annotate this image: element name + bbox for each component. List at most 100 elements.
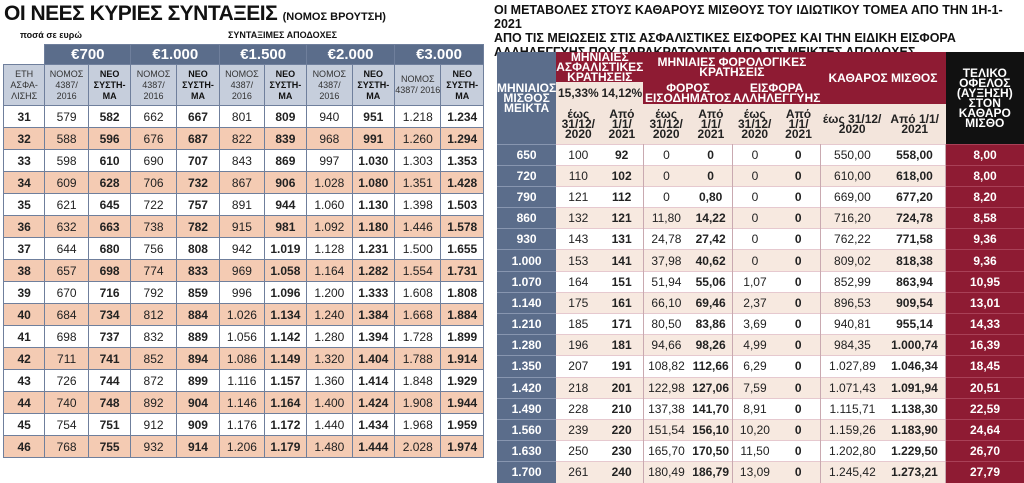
net-old-cell: 940,81 <box>820 312 884 335</box>
new-system-cell: 716 <box>87 281 132 304</box>
insurance-new-cell: 102 <box>600 164 644 187</box>
net-new-cell: 1.091,94 <box>883 376 947 399</box>
tax-new-cell: 0 <box>689 164 734 187</box>
gain-cell: 10,95 <box>945 270 1024 293</box>
insurance-new-cell: 191 <box>600 355 644 378</box>
salary-row: 1.210 185 171 80,50 83,86 3,69 0 940,81 955,14 14… <box>497 312 1024 335</box>
pension-row: 46 768 755 932 914 1.206 1.179 1.480 1.444 2.028 1… <box>2 435 484 458</box>
pension-row: 43 726 744 872 899 1.116 1.157 1.360 1.414 1.848 1… <box>2 369 484 392</box>
insurance-old-cell: 132 <box>556 207 601 229</box>
net-old-cell: 1.245,42 <box>820 461 884 483</box>
new-system-cell: 904 <box>175 391 221 414</box>
pension-row: 31 579 582 662 667 801 809 940 951 1.218 1.234 <box>2 105 484 128</box>
old-law-cell: 1.360 <box>306 369 353 392</box>
old-law-cell: 969 <box>219 259 265 282</box>
new-system-cell: 1.180 <box>351 215 396 238</box>
old-law-cell: 598 <box>44 149 89 172</box>
new-system-cell: 755 <box>87 435 132 458</box>
new-system-cell: 1.503 <box>440 193 484 216</box>
old-law-cell: 1.320 <box>306 347 353 370</box>
solidarity-new-cell: 0 <box>776 397 821 420</box>
new-system-cell: 741 <box>87 347 132 370</box>
salary-row: 1.490 228 210 137,38 141,70 8,91 0 1.115,71 1.13… <box>497 397 1024 420</box>
gross-cell: 650 <box>497 143 557 166</box>
new-system-cell: 737 <box>87 325 132 348</box>
new-system-cell: 628 <box>87 171 132 194</box>
new-system-cell: 1.929 <box>440 369 484 392</box>
old-law-cell: 644 <box>44 237 89 260</box>
tax-new-cell: 98,26 <box>689 334 734 356</box>
gain-cell: 14,33 <box>945 312 1024 335</box>
years-cell: 40 <box>2 303 46 326</box>
net-new-cell: 558,00 <box>883 143 947 166</box>
old-law-cell: 912 <box>130 413 177 436</box>
tax-old-cell: 0 <box>643 185 690 208</box>
old-law-cell: 768 <box>44 435 89 458</box>
new-system-cell: 839 <box>263 127 308 150</box>
net-gain-header: ΤΕΛΙΚΟ ΟΦΕΛΟΣ (ΑΥΞΗΣΗ) ΣΤΟΝ ΚΑΘΑΡΟ ΜΙΣΘΟ <box>945 52 1024 144</box>
amount-header: €1.500 <box>219 44 308 65</box>
pension-row: 41 698 737 832 889 1.056 1.142 1.280 1.394 1.728 1… <box>2 325 484 348</box>
new-system-cell: 1.058 <box>263 259 308 282</box>
new-system-cell: 1.172 <box>263 413 308 436</box>
new-system-cell: 1.914 <box>440 347 484 370</box>
old-law-cell: 822 <box>219 127 265 150</box>
old-law-cell: 892 <box>130 391 177 414</box>
new-system-cell: 1.134 <box>263 303 308 326</box>
old-law-cell: 1.554 <box>394 259 442 282</box>
solidarity-old-cell: 6,29 <box>732 355 777 378</box>
gain-cell: 9,36 <box>945 249 1024 272</box>
tax-old-cell: 180,49 <box>643 461 690 483</box>
gross-cell: 1.490 <box>497 397 557 420</box>
insurance-new-cell: 210 <box>600 397 644 420</box>
years-cell: 41 <box>2 325 46 348</box>
years-cell: 32 <box>2 127 46 150</box>
gain-cell: 9,36 <box>945 228 1024 250</box>
old-law-cell: 1.240 <box>306 303 353 326</box>
new-system-cell: 1.164 <box>263 391 308 414</box>
old-law-cell: 1.446 <box>394 215 442 238</box>
old-law-cell: 932 <box>130 435 177 458</box>
gross-cell: 1.630 <box>497 440 557 462</box>
tax-deductions-header: ΜΗΝΙΑΙΕΣ ΦΟΡΟΛΟΓΙΚΕΣ ΚΡΑΤΗΣΕΙΣ <box>643 52 821 82</box>
solidarity-old-cell: 13,09 <box>732 461 777 483</box>
insurance-old-cell: 218 <box>556 376 601 399</box>
old-law-cell: 1.060 <box>306 193 353 216</box>
net-new-cell: 1.273,21 <box>883 461 947 483</box>
insurance-new-cell: 161 <box>600 291 644 314</box>
new-system-cell: 909 <box>175 413 221 436</box>
net-old-cell: 984,35 <box>820 334 884 356</box>
solidarity-new-cell: 0 <box>776 185 821 208</box>
old-law-cell: 792 <box>130 281 177 304</box>
insurance-new-cell: 141 <box>600 249 644 272</box>
old-law-cell: 1.608 <box>394 281 442 304</box>
gross-salary-header: ΜΗΝΙΑΙΟΣ ΜΙΣΘΟΣ ΜΕΙΚΤΑ <box>497 52 557 144</box>
new-system-cell: 748 <box>87 391 132 414</box>
old-law-cell: 1.968 <box>394 413 442 436</box>
old-law-header: ΝΟΜΟΣ 4387/ 2016 <box>219 64 265 106</box>
solidarity-old-cell: 0 <box>732 164 777 187</box>
old-law-cell: 1.116 <box>219 369 265 392</box>
solidarity-new-cell: 0 <box>776 376 821 399</box>
gross-cell: 1.210 <box>497 312 557 335</box>
old-law-cell: 1.480 <box>306 435 353 458</box>
new-system-cell: 1.424 <box>351 391 396 414</box>
old-law-cell: 1.200 <box>306 281 353 304</box>
solidarity-new-cell: 0 <box>776 270 821 293</box>
old-law-cell: 609 <box>44 171 89 194</box>
new-system-cell: 1.149 <box>263 347 308 370</box>
pensionable-earnings-label: ΣΥΝΤΑΞΙΜΕΣ ΑΠΟΔΟΧΕΣ <box>228 30 337 40</box>
pensions-table: €700 €1.000 €1.500 €2.000 €3.000 ΕΤΗ ΑΣΦ… <box>2 44 484 458</box>
insurance-old-cell: 164 <box>556 270 601 293</box>
gain-cell: 18,45 <box>945 355 1024 378</box>
solidarity-new-cell: 0 <box>776 440 821 462</box>
tax-new-cell: 27,42 <box>689 228 734 250</box>
gain-cell: 27,79 <box>945 461 1024 483</box>
insurance-new-cell: 181 <box>600 334 644 356</box>
net-old-cell: 610,00 <box>820 164 884 187</box>
old-law-cell: 1.848 <box>394 369 442 392</box>
new-system-cell: 1.019 <box>263 237 308 260</box>
years-cell: 37 <box>2 237 46 260</box>
solidarity-new-cell: 0 <box>776 291 821 314</box>
insurance-old-cell: 196 <box>556 334 601 356</box>
